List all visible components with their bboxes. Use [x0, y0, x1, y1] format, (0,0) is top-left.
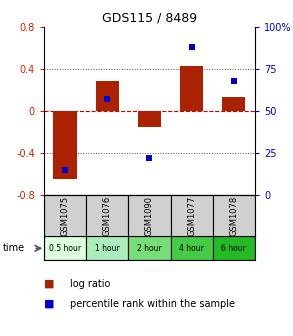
- Text: percentile rank within the sample: percentile rank within the sample: [70, 299, 235, 309]
- Text: GSM1077: GSM1077: [187, 196, 196, 236]
- Title: GDS115 / 8489: GDS115 / 8489: [102, 11, 197, 24]
- Bar: [213, 195, 255, 237]
- Text: GSM1076: GSM1076: [103, 196, 112, 236]
- Bar: [86, 236, 128, 260]
- Text: 0.5 hour: 0.5 hour: [49, 244, 81, 253]
- Bar: [53, 111, 77, 179]
- Text: 1 hour: 1 hour: [95, 244, 120, 253]
- Text: ■: ■: [44, 299, 54, 309]
- Bar: [86, 195, 128, 237]
- Bar: [171, 236, 213, 260]
- Text: 4 hour: 4 hour: [179, 244, 204, 253]
- Text: ■: ■: [44, 279, 54, 289]
- Text: GSM1078: GSM1078: [229, 196, 238, 236]
- Bar: [44, 195, 86, 237]
- Text: log ratio: log ratio: [70, 279, 111, 289]
- Bar: [180, 66, 203, 111]
- Bar: [222, 97, 246, 111]
- Bar: [213, 236, 255, 260]
- Bar: [128, 195, 171, 237]
- Bar: [128, 236, 171, 260]
- Bar: [171, 195, 213, 237]
- Text: 2 hour: 2 hour: [137, 244, 162, 253]
- Bar: [96, 82, 119, 111]
- Text: 6 hour: 6 hour: [222, 244, 246, 253]
- Text: GSM1090: GSM1090: [145, 196, 154, 236]
- Text: GSM1075: GSM1075: [61, 196, 69, 236]
- Text: time: time: [3, 243, 25, 253]
- Bar: [138, 111, 161, 127]
- Bar: [44, 236, 86, 260]
